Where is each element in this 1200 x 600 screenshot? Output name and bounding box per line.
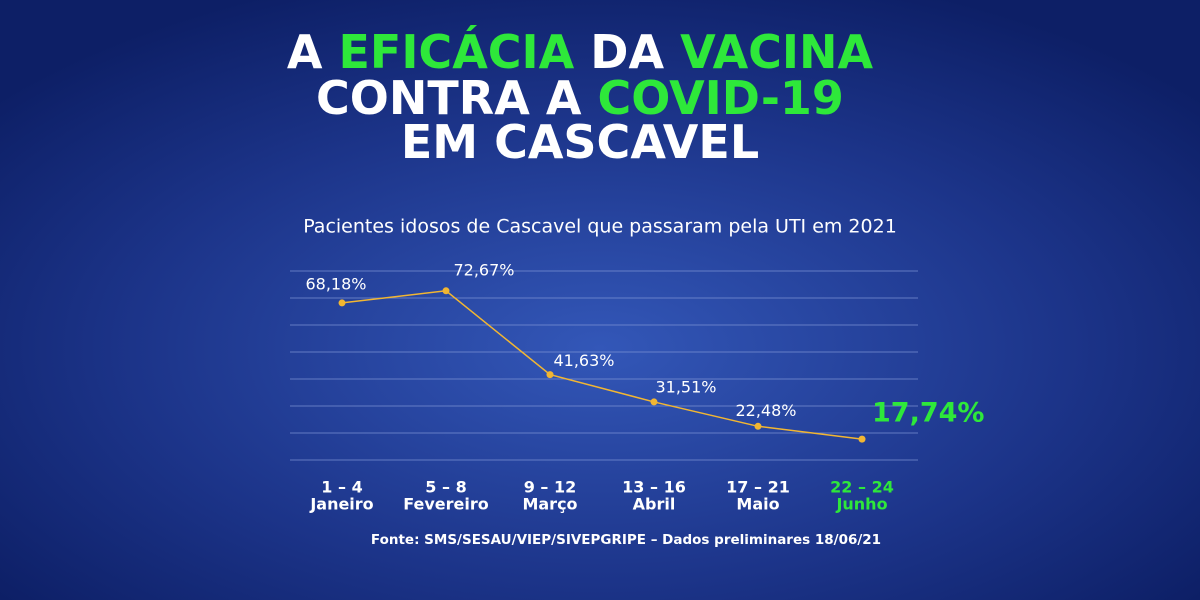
title-line: CONTRA A COVID-19 <box>316 71 844 125</box>
data-label: 41,63% <box>553 351 614 370</box>
title-segment: EFICÁCIA <box>338 25 574 79</box>
data-point <box>546 371 554 379</box>
x-tick-label: Fevereiro <box>403 495 489 514</box>
data-point <box>754 422 762 430</box>
data-point <box>442 287 450 295</box>
x-tick-label: 5 – 8 <box>425 478 466 497</box>
data-line <box>341 290 863 440</box>
data-label: 17,74% <box>872 398 984 429</box>
x-tick-label: 13 – 16 <box>622 478 686 497</box>
data-point <box>338 299 346 307</box>
title-line: EM CASCAVEL <box>401 115 759 169</box>
title-segment: DA <box>574 25 680 79</box>
title-line: A EFICÁCIA DA VACINA <box>287 25 874 79</box>
x-tick-label: Abril <box>633 495 676 514</box>
data-point <box>650 398 658 406</box>
x-tick-label: 22 – 24 <box>830 478 894 497</box>
x-tick-label: Maio <box>736 495 779 514</box>
title-segment: A <box>287 25 339 79</box>
x-tick-label: 9 – 12 <box>524 478 577 497</box>
source: Fonte: SMS/SESAU/VIEP/SIVEPGRIPE – Dados… <box>371 532 881 548</box>
title-segment: COVID-19 <box>597 71 844 125</box>
data-label: 22,48% <box>735 401 796 420</box>
x-tick-label: 17 – 21 <box>726 478 790 497</box>
x-tick-label: Junho <box>835 495 887 514</box>
data-label: 72,67% <box>453 260 514 279</box>
x-tick-label: 1 – 4 <box>321 478 362 497</box>
x-tick-label: Março <box>522 495 577 514</box>
data-label: 31,51% <box>655 377 716 396</box>
data-point <box>858 435 866 443</box>
title-segment: EM CASCAVEL <box>401 115 759 169</box>
x-tick-label: Janeiro <box>309 495 373 514</box>
title-segment: VACINA <box>680 25 873 79</box>
subtitle: Pacientes idosos de Cascavel que passara… <box>303 216 897 238</box>
title-segment: CONTRA A <box>316 71 597 125</box>
data-label: 68,18% <box>305 274 366 293</box>
